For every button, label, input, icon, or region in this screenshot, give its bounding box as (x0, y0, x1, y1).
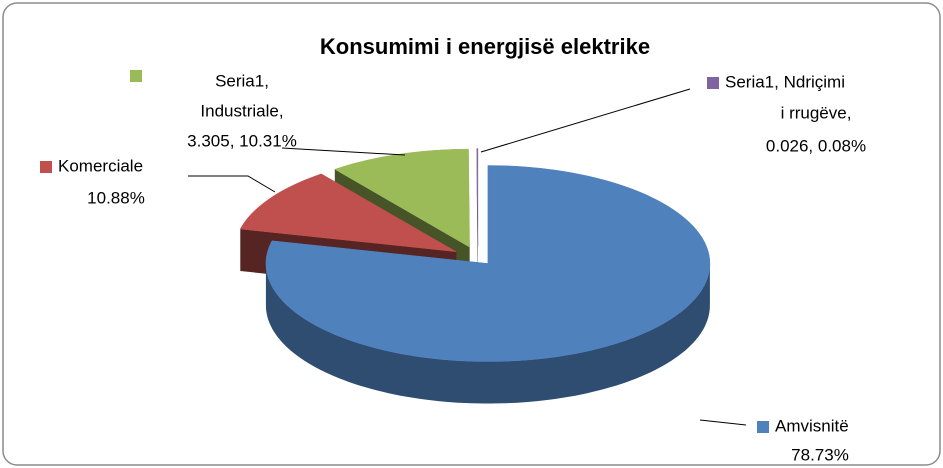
slice-wall (265, 263, 710, 404)
data-label: Amvisnitë (775, 416, 849, 435)
slice (476, 148, 479, 247)
data-label: i rrugëve, (781, 103, 852, 122)
data-label: Industriale, (200, 101, 283, 120)
legend-key (707, 77, 719, 89)
data-label: Seria1, Ndriçimi (725, 72, 845, 91)
data-label: Komerciale (58, 156, 143, 175)
legend-key (40, 161, 52, 173)
data-label: Seria1, (215, 71, 269, 90)
chart-title: Konsumimi i energjisë elektrike (320, 34, 650, 59)
data-label: 78.73% (791, 445, 849, 464)
data-label: 3.305, 10.31% (187, 131, 297, 150)
leader-line (699, 419, 747, 426)
leader-line (188, 175, 276, 193)
leader-line (480, 88, 691, 153)
slice (239, 173, 457, 252)
legend-key (130, 70, 142, 82)
legend-key (757, 421, 769, 433)
leader-line (281, 147, 406, 156)
slice (265, 165, 711, 362)
data-label: 10.88% (87, 188, 145, 207)
data-label: 0.026, 0.08% (766, 136, 866, 155)
